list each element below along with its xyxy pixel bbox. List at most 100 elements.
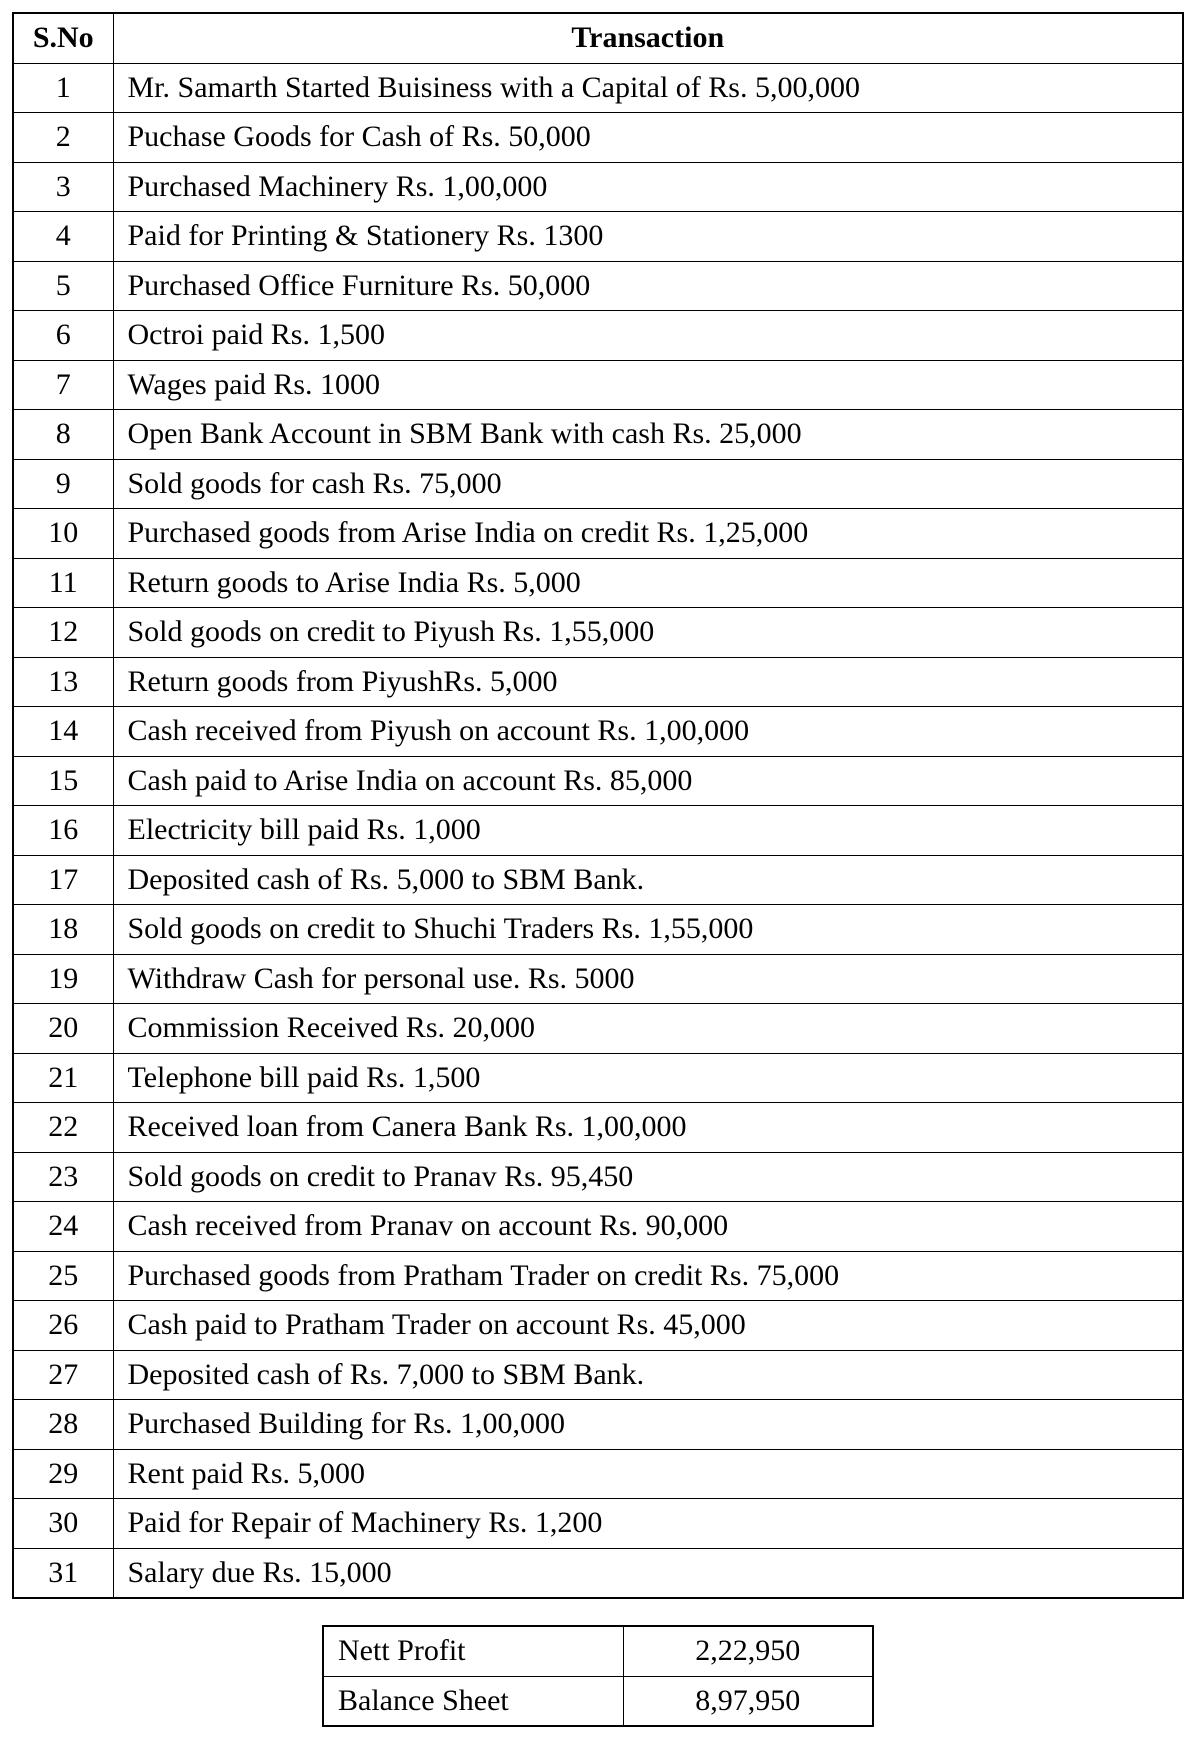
cell-sno: 10 — [13, 509, 113, 559]
table-row: 13Return goods from PiyushRs. 5,000 — [13, 657, 1183, 707]
table-row: 30Paid for Repair of Machinery Rs. 1,200 — [13, 1499, 1183, 1549]
cell-transaction: Deposited cash of Rs. 5,000 to SBM Bank. — [113, 855, 1183, 905]
table-row: 25Purchased goods from Pratham Trader on… — [13, 1251, 1183, 1301]
cell-transaction: Cash received from Pranav on account Rs.… — [113, 1202, 1183, 1252]
cell-transaction: Wages paid Rs. 1000 — [113, 360, 1183, 410]
table-row: 10Purchased goods from Arise India on cr… — [13, 509, 1183, 559]
cell-transaction: Sold goods on credit to Shuchi Traders R… — [113, 905, 1183, 955]
table-row: 31Salary due Rs. 15,000 — [13, 1548, 1183, 1598]
cell-transaction: Purchased Building for Rs. 1,00,000 — [113, 1400, 1183, 1450]
table-row: 5Purchased Office Furniture Rs. 50,000 — [13, 261, 1183, 311]
cell-sno: 15 — [13, 756, 113, 806]
cell-transaction: Cash received from Piyush on account Rs.… — [113, 707, 1183, 757]
cell-sno: 14 — [13, 707, 113, 757]
cell-transaction: Rent paid Rs. 5,000 — [113, 1449, 1183, 1499]
cell-transaction: Paid for Repair of Machinery Rs. 1,200 — [113, 1499, 1183, 1549]
cell-sno: 17 — [13, 855, 113, 905]
cell-sno: 5 — [13, 261, 113, 311]
table-row: 21Telephone bill paid Rs. 1,500 — [13, 1053, 1183, 1103]
cell-transaction: Octroi paid Rs. 1,500 — [113, 311, 1183, 361]
cell-sno: 18 — [13, 905, 113, 955]
cell-sno: 19 — [13, 954, 113, 1004]
cell-sno: 22 — [13, 1103, 113, 1153]
cell-sno: 2 — [13, 113, 113, 163]
table-row: 14Cash received from Piyush on account R… — [13, 707, 1183, 757]
table-row: 23Sold goods on credit to Pranav Rs. 95,… — [13, 1152, 1183, 1202]
table-row: 24Cash received from Pranav on account R… — [13, 1202, 1183, 1252]
cell-transaction: Telephone bill paid Rs. 1,500 — [113, 1053, 1183, 1103]
cell-transaction: Mr. Samarth Started Buisiness with a Cap… — [113, 63, 1183, 113]
cell-sno: 23 — [13, 1152, 113, 1202]
table-row: 27Deposited cash of Rs. 7,000 to SBM Ban… — [13, 1350, 1183, 1400]
cell-sno: 24 — [13, 1202, 113, 1252]
cell-sno: 13 — [13, 657, 113, 707]
cell-transaction: Purchased goods from Pratham Trader on c… — [113, 1251, 1183, 1301]
cell-sno: 6 — [13, 311, 113, 361]
cell-transaction: Sold goods on credit to Pranav Rs. 95,45… — [113, 1152, 1183, 1202]
cell-sno: 12 — [13, 608, 113, 658]
cell-sno: 29 — [13, 1449, 113, 1499]
transactions-table: S.No Transaction 1Mr. Samarth Started Bu… — [12, 12, 1184, 1599]
table-row: 26Cash paid to Pratham Trader on account… — [13, 1301, 1183, 1351]
cell-sno: 26 — [13, 1301, 113, 1351]
summary-label: Nett Profit — [323, 1626, 623, 1676]
cell-transaction: Puchase Goods for Cash of Rs. 50,000 — [113, 113, 1183, 163]
summary-row: Nett Profit2,22,950 — [323, 1626, 873, 1676]
transactions-table-body: 1Mr. Samarth Started Buisiness with a Ca… — [13, 63, 1183, 1598]
table-row: 16Electricity bill paid Rs. 1,000 — [13, 806, 1183, 856]
cell-sno: 20 — [13, 1004, 113, 1054]
cell-sno: 16 — [13, 806, 113, 856]
cell-transaction: Return goods to Arise India Rs. 5,000 — [113, 558, 1183, 608]
cell-sno: 25 — [13, 1251, 113, 1301]
cell-sno: 3 — [13, 162, 113, 212]
table-row: 6Octroi paid Rs. 1,500 — [13, 311, 1183, 361]
cell-sno: 4 — [13, 212, 113, 262]
summary-table: Nett Profit2,22,950Balance Sheet8,97,950 — [322, 1625, 874, 1727]
table-header-row: S.No Transaction — [13, 13, 1183, 63]
cell-transaction: Paid for Printing & Stationery Rs. 1300 — [113, 212, 1183, 262]
cell-transaction: Salary due Rs. 15,000 — [113, 1548, 1183, 1598]
table-row: 1Mr. Samarth Started Buisiness with a Ca… — [13, 63, 1183, 113]
summary-table-body: Nett Profit2,22,950Balance Sheet8,97,950 — [323, 1626, 873, 1726]
table-row: 2Puchase Goods for Cash of Rs. 50,000 — [13, 113, 1183, 163]
cell-transaction: Sold goods on credit to Piyush Rs. 1,55,… — [113, 608, 1183, 658]
table-row: 3Purchased Machinery Rs. 1,00,000 — [13, 162, 1183, 212]
cell-transaction: Sold goods for cash Rs. 75,000 — [113, 459, 1183, 509]
cell-transaction: Purchased Machinery Rs. 1,00,000 — [113, 162, 1183, 212]
cell-sno: 27 — [13, 1350, 113, 1400]
table-row: 12Sold goods on credit to Piyush Rs. 1,5… — [13, 608, 1183, 658]
table-row: 28Purchased Building for Rs. 1,00,000 — [13, 1400, 1183, 1450]
cell-transaction: Received loan from Canera Bank Rs. 1,00,… — [113, 1103, 1183, 1153]
table-row: 19Withdraw Cash for personal use. Rs. 50… — [13, 954, 1183, 1004]
cell-transaction: Cash paid to Pratham Trader on account R… — [113, 1301, 1183, 1351]
cell-sno: 1 — [13, 63, 113, 113]
table-row: 15Cash paid to Arise India on account Rs… — [13, 756, 1183, 806]
cell-sno: 30 — [13, 1499, 113, 1549]
header-transaction: Transaction — [113, 13, 1183, 63]
cell-sno: 31 — [13, 1548, 113, 1598]
table-row: 11Return goods to Arise India Rs. 5,000 — [13, 558, 1183, 608]
table-row: 7Wages paid Rs. 1000 — [13, 360, 1183, 410]
header-sno: S.No — [13, 13, 113, 63]
cell-transaction: Electricity bill paid Rs. 1,000 — [113, 806, 1183, 856]
cell-transaction: Open Bank Account in SBM Bank with cash … — [113, 410, 1183, 460]
cell-sno: 11 — [13, 558, 113, 608]
table-row: 4Paid for Printing & Stationery Rs. 1300 — [13, 212, 1183, 262]
summary-value: 8,97,950 — [623, 1676, 873, 1726]
table-row: 8Open Bank Account in SBM Bank with cash… — [13, 410, 1183, 460]
cell-transaction: Purchased goods from Arise India on cred… — [113, 509, 1183, 559]
table-row: 20Commission Received Rs. 20,000 — [13, 1004, 1183, 1054]
cell-sno: 21 — [13, 1053, 113, 1103]
cell-transaction: Deposited cash of Rs. 7,000 to SBM Bank. — [113, 1350, 1183, 1400]
summary-row: Balance Sheet8,97,950 — [323, 1676, 873, 1726]
table-row: 22Received loan from Canera Bank Rs. 1,0… — [13, 1103, 1183, 1153]
cell-transaction: Commission Received Rs. 20,000 — [113, 1004, 1183, 1054]
cell-sno: 9 — [13, 459, 113, 509]
cell-sno: 8 — [13, 410, 113, 460]
table-row: 17Deposited cash of Rs. 5,000 to SBM Ban… — [13, 855, 1183, 905]
cell-transaction: Return goods from PiyushRs. 5,000 — [113, 657, 1183, 707]
table-row: 29Rent paid Rs. 5,000 — [13, 1449, 1183, 1499]
cell-sno: 7 — [13, 360, 113, 410]
cell-sno: 28 — [13, 1400, 113, 1450]
summary-value: 2,22,950 — [623, 1626, 873, 1676]
